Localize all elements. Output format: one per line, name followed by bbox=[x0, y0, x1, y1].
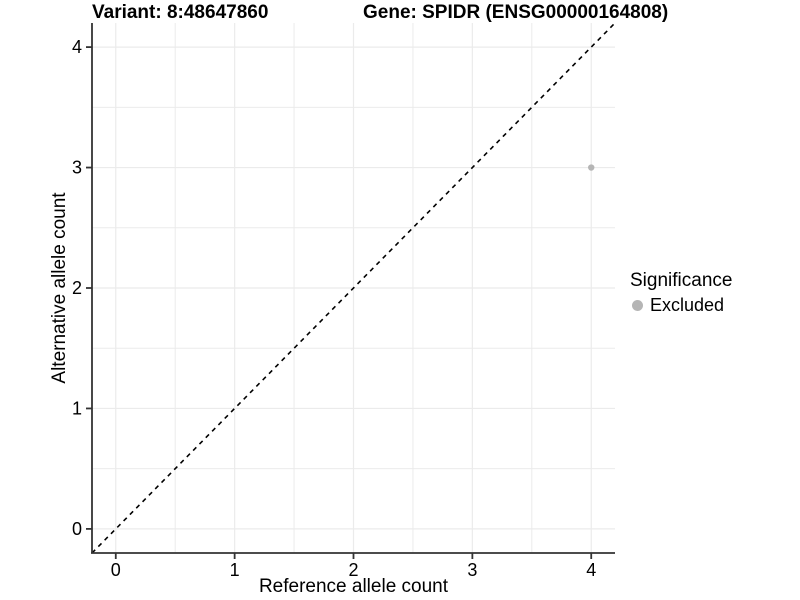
y-tick-label: 1 bbox=[72, 398, 82, 418]
x-tick-label: 3 bbox=[467, 560, 477, 580]
y-axis-title: Alternative allele count bbox=[49, 192, 70, 384]
legend: Significance Excluded bbox=[630, 270, 732, 316]
x-tick-label: 0 bbox=[111, 560, 121, 580]
plot-title-gene: Gene: SPIDR (ENSG00000164808) bbox=[363, 2, 669, 23]
identity-dashed-line bbox=[91, 22, 616, 554]
x-tick-label: 2 bbox=[348, 560, 358, 580]
y-tick-label: 2 bbox=[72, 278, 82, 298]
legend-point-icon bbox=[632, 300, 643, 311]
y-tick-label: 3 bbox=[72, 158, 82, 178]
y-tick-label: 4 bbox=[72, 37, 82, 57]
legend-item-label: Excluded bbox=[650, 295, 725, 315]
x-tick-label: 1 bbox=[230, 560, 240, 580]
legend-title: Significance bbox=[630, 270, 733, 291]
x-axis-title: Reference allele count bbox=[258, 576, 449, 597]
y-tick-label: 0 bbox=[72, 519, 82, 539]
x-tick-label: 4 bbox=[586, 560, 596, 580]
data-point bbox=[588, 164, 595, 171]
legend-item-excluded: Excluded bbox=[632, 295, 732, 316]
plot-title-variant: Variant: 8:48647860 bbox=[92, 2, 269, 23]
